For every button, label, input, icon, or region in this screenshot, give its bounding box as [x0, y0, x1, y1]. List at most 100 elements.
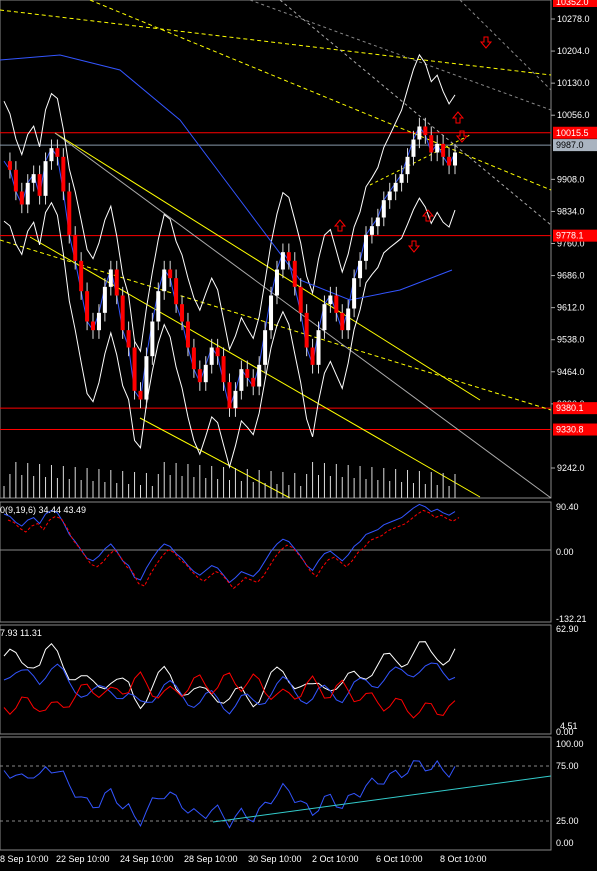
- trend-line: [0, 239, 552, 411]
- macd-signal-line: [7, 509, 460, 590]
- time-axis-label: 6 Oct 10:00: [376, 854, 423, 864]
- time-axis-label: 2 Oct 10:00: [312, 854, 359, 864]
- trend-line: [29, 236, 481, 498]
- dmi-low-mark: 4.51: [560, 721, 578, 731]
- candle-body: [387, 191, 392, 201]
- candle-body: [369, 226, 374, 235]
- candle-body: [162, 269, 167, 292]
- candle-body: [168, 269, 173, 279]
- candle-body: [132, 347, 137, 391]
- candle-body: [405, 156, 410, 175]
- panel-frame: [0, 501, 552, 623]
- candle-body: [340, 312, 345, 331]
- plus-di-line: [3, 662, 456, 715]
- panel-frame: [0, 736, 552, 851]
- candle-body: [209, 347, 214, 365]
- candle-body: [180, 304, 185, 322]
- time-axis: 8 Sep 10:00 22 Sep 10:00 24 Sep 10:00 28 Se…: [0, 854, 487, 864]
- rsi-axis-label: 0.00: [556, 838, 574, 848]
- hline-price-label: 9380.1: [556, 403, 584, 413]
- candle-body: [239, 369, 244, 391]
- panel-frame: [0, 0, 552, 499]
- candle-body: [120, 295, 125, 331]
- macd-line: [3, 503, 456, 584]
- trend-line: [54, 132, 552, 499]
- candle-body: [144, 356, 149, 400]
- price-tag-top: [553, 0, 597, 7]
- candle-body: [263, 330, 268, 365]
- price-tick-label: 10204.0: [557, 46, 590, 56]
- trend-line: [459, 0, 552, 91]
- hline-price-tag: [553, 423, 597, 436]
- candle-body: [269, 295, 274, 331]
- arrow-down-icon: [455, 130, 469, 143]
- candle-body: [114, 269, 119, 296]
- price-tick-label: 9464.0: [557, 367, 585, 377]
- hline-price-tag: [553, 126, 597, 139]
- candle-body: [316, 330, 321, 365]
- price-tick-label: 9834.0: [557, 206, 585, 216]
- panel-frames: [0, 0, 552, 851]
- time-axis-label: 24 Sep 10:00: [120, 854, 174, 864]
- candle-body: [31, 174, 36, 183]
- macd-axis-label: 90.40: [556, 502, 579, 512]
- candle-body: [73, 234, 78, 261]
- candle-body: [393, 182, 398, 192]
- price-tick-label: 10278.0: [557, 14, 590, 24]
- candle-body: [7, 161, 12, 170]
- arrow-up-icon: [333, 219, 347, 232]
- candle-body: [334, 295, 339, 313]
- candle-body: [429, 135, 434, 153]
- candle-body: [126, 330, 131, 348]
- arrow-down-icon: [407, 240, 421, 253]
- hline-price-label: 9330.8: [556, 425, 584, 435]
- trend-line: [249, 0, 552, 111]
- candle-body: [310, 347, 315, 365]
- dmi-axis-label: 62.90: [556, 624, 579, 634]
- candle-body: [79, 260, 84, 292]
- candle-body: [215, 347, 220, 357]
- candle-body: [375, 217, 380, 227]
- price-tick-label: 10130.0: [557, 78, 590, 88]
- candle-body: [274, 269, 279, 296]
- price-tick-label: 9612.0: [557, 303, 585, 313]
- candle-body: [43, 161, 48, 196]
- adx-line: [3, 641, 456, 710]
- candle-body: [96, 312, 101, 331]
- time-axis-label: 8 Sep 10:00: [0, 854, 49, 864]
- candle-body: [185, 321, 190, 348]
- candle-body: [245, 369, 250, 378]
- price-tick-label: 10056.0: [557, 110, 590, 120]
- candle-body: [67, 191, 72, 235]
- candles: [7, 117, 457, 417]
- candle-body: [322, 304, 327, 331]
- candle-body: [19, 191, 24, 205]
- candle-body: [174, 278, 179, 305]
- time-axis-label: 22 Sep 10:00: [56, 854, 110, 864]
- hline-price-tag: [553, 229, 597, 242]
- candle-body: [13, 169, 18, 192]
- candle-body: [49, 148, 54, 162]
- candle-body: [150, 321, 155, 357]
- candle-body: [37, 174, 42, 196]
- price-tick-label: 9760.0: [557, 239, 585, 249]
- hline-price-label: 10015.5: [556, 128, 589, 138]
- candle-body: [352, 278, 357, 309]
- candle-body: [328, 295, 333, 305]
- minus-di-line: [3, 671, 456, 719]
- price-tag-top-label: 10352.0: [556, 0, 589, 7]
- candle-body: [25, 182, 30, 205]
- macd-axis-label: 0.00: [556, 547, 574, 557]
- candle-body: [55, 148, 60, 157]
- macd-axis-label: -132.21: [556, 614, 587, 624]
- trend-line: [89, 0, 552, 191]
- candle-body: [358, 260, 363, 279]
- rsi-axis-label: 75.00: [556, 761, 579, 771]
- candle-body: [363, 234, 368, 261]
- candle-body: [251, 377, 256, 387]
- rsi-line: [3, 759, 456, 829]
- bollinger-lower-band: [3, 197, 456, 469]
- candle-body: [221, 356, 226, 383]
- candle-body: [102, 286, 107, 313]
